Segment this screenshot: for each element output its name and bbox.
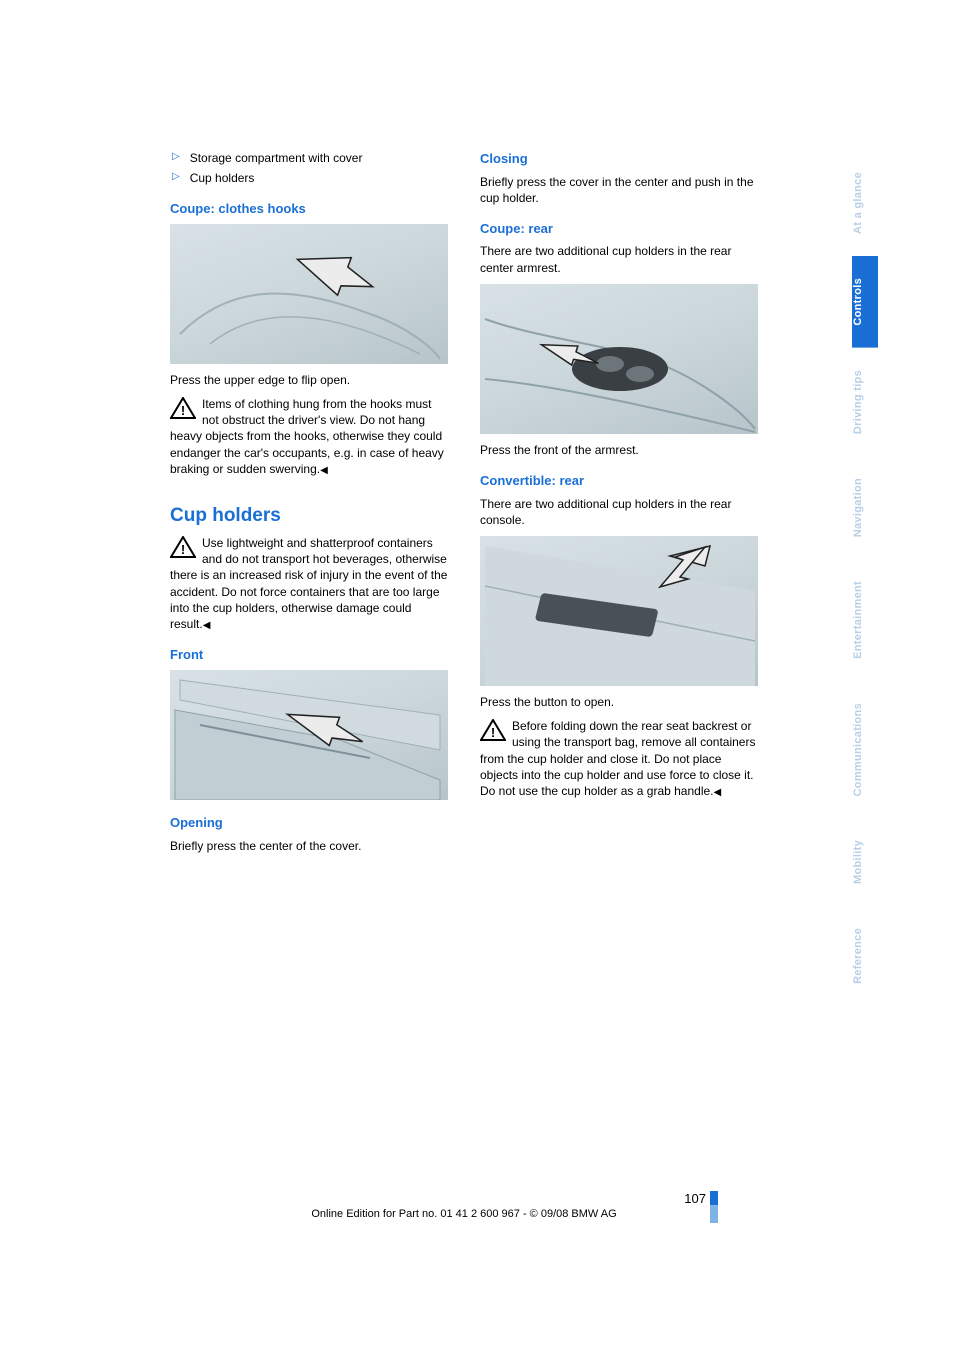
figure-clothes-hook <box>170 224 448 364</box>
warning-block: ! Items of clothing hung from the hooks … <box>170 396 448 477</box>
arrow-icon <box>290 248 380 308</box>
warning-text: Items of clothing hung from the hooks mu… <box>170 397 444 476</box>
left-column: ▷ Storage compartment with cover ▷ Cup h… <box>170 150 448 862</box>
warning-block: ! Before folding down the rear seat back… <box>480 718 758 799</box>
tab-at-a-glance[interactable]: At a glance <box>852 150 878 256</box>
bullet-item: ▷ Cup holders <box>170 170 448 186</box>
caption-press-upper: Press the upper edge to flip open. <box>170 372 448 388</box>
tab-driving-tips[interactable]: Driving tips <box>852 348 878 456</box>
page-footer: 107 Online Edition for Part no. 01 41 2 … <box>170 1191 758 1220</box>
tab-controls[interactable]: Controls <box>852 256 878 348</box>
footer-line: Online Edition for Part no. 01 41 2 600 … <box>170 1208 758 1220</box>
tab-communications[interactable]: Communications <box>852 681 878 818</box>
figure-front-cupholder <box>170 670 448 800</box>
closing-text: Briefly press the cover in the center an… <box>480 174 758 206</box>
warning-block: ! Use lightweight and shatterproof conta… <box>170 535 448 632</box>
heading-convertible-rear: Convertible: rear <box>480 472 758 490</box>
heading-cup-holders: Cup holders <box>170 503 448 529</box>
warning-icon: ! <box>170 536 196 558</box>
end-marker-icon: ◀ <box>320 465 328 476</box>
tab-entertainment[interactable]: Entertainment <box>852 559 878 681</box>
page-number: 107 <box>684 1191 706 1206</box>
heading-closing: Closing <box>480 150 758 168</box>
opening-text: Briefly press the center of the cover. <box>170 838 448 854</box>
heading-opening: Opening <box>170 814 448 832</box>
bullet-text: Storage compartment with cover <box>190 150 363 166</box>
figure-coupe-rear <box>480 284 758 434</box>
press-button-text: Press the button to open. <box>480 694 758 710</box>
triangle-bullet-icon: ▷ <box>172 170 180 186</box>
side-tabs: Reference Mobility Communications Entert… <box>852 150 878 1006</box>
bullet-item: ▷ Storage compartment with cover <box>170 150 448 166</box>
figure-convertible-rear <box>480 536 758 686</box>
svg-text:!: ! <box>181 403 185 418</box>
convertible-rear-text: There are two additional cup holders in … <box>480 496 758 528</box>
heading-coupe-rear: Coupe: rear <box>480 220 758 238</box>
tab-navigation[interactable]: Navigation <box>852 456 878 559</box>
illustration-shape <box>480 284 758 434</box>
svg-text:!: ! <box>181 542 185 557</box>
tab-mobility[interactable]: Mobility <box>852 818 878 906</box>
svg-text:!: ! <box>491 725 495 740</box>
page-number-wrap: 107 <box>170 1191 758 1206</box>
page-marker-icon <box>710 1191 718 1205</box>
coupe-rear-text: There are two additional cup holders in … <box>480 243 758 275</box>
heading-clothes-hooks: Coupe: clothes hooks <box>170 200 448 218</box>
warning-icon: ! <box>480 719 506 741</box>
heading-front: Front <box>170 646 448 664</box>
arrow-icon <box>280 708 370 763</box>
arrow-icon <box>535 339 605 379</box>
end-marker-icon: ◀ <box>203 620 211 631</box>
bullet-text: Cup holders <box>190 170 255 186</box>
end-marker-icon: ◀ <box>714 787 722 798</box>
triangle-bullet-icon: ▷ <box>172 150 180 166</box>
right-column: Closing Briefly press the cover in the c… <box>480 150 758 862</box>
arrow-icon <box>655 542 725 592</box>
tab-reference[interactable]: Reference <box>852 906 878 1006</box>
warning-icon: ! <box>170 397 196 419</box>
press-front-text: Press the front of the armrest. <box>480 442 758 458</box>
warning-text: Use lightweight and shatterproof contain… <box>170 536 447 631</box>
